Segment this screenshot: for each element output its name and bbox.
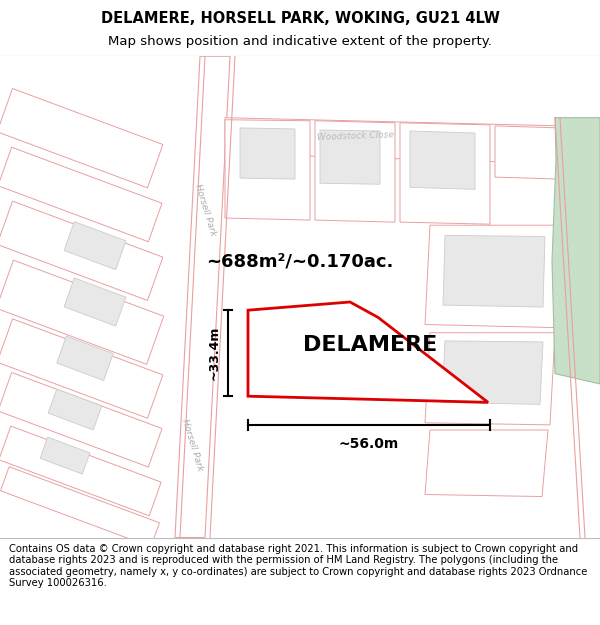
Polygon shape xyxy=(0,319,163,418)
Polygon shape xyxy=(0,372,162,467)
Polygon shape xyxy=(442,341,543,404)
Polygon shape xyxy=(443,236,545,307)
Text: Horsell Park: Horsell Park xyxy=(193,182,217,237)
Polygon shape xyxy=(0,260,164,364)
Polygon shape xyxy=(225,120,310,220)
Polygon shape xyxy=(410,131,475,189)
Polygon shape xyxy=(240,128,295,179)
Polygon shape xyxy=(40,437,90,474)
Polygon shape xyxy=(57,336,113,381)
Polygon shape xyxy=(320,130,380,184)
Text: Woodstock Close: Woodstock Close xyxy=(316,130,394,142)
Polygon shape xyxy=(495,126,560,179)
Text: Horsell Park: Horsell Park xyxy=(180,418,204,472)
Polygon shape xyxy=(1,467,160,547)
Text: ~56.0m: ~56.0m xyxy=(339,437,399,451)
Polygon shape xyxy=(400,122,490,224)
Polygon shape xyxy=(0,426,161,516)
Polygon shape xyxy=(315,121,395,222)
Polygon shape xyxy=(425,225,560,328)
Text: ~33.4m: ~33.4m xyxy=(208,326,221,381)
Text: DELAMERE, HORSELL PARK, WOKING, GU21 4LW: DELAMERE, HORSELL PARK, WOKING, GU21 4LW xyxy=(101,11,499,26)
Polygon shape xyxy=(248,302,488,402)
Polygon shape xyxy=(225,118,565,164)
Polygon shape xyxy=(425,332,555,425)
Polygon shape xyxy=(0,201,163,301)
Text: Contains OS data © Crown copyright and database right 2021. This information is : Contains OS data © Crown copyright and d… xyxy=(9,544,587,588)
Polygon shape xyxy=(175,56,230,538)
Polygon shape xyxy=(48,389,102,430)
Polygon shape xyxy=(552,118,600,384)
Polygon shape xyxy=(64,278,126,326)
Text: DELAMERE: DELAMERE xyxy=(303,335,437,355)
Polygon shape xyxy=(425,430,548,496)
Text: ~688m²/~0.170ac.: ~688m²/~0.170ac. xyxy=(206,252,394,270)
Polygon shape xyxy=(0,89,163,188)
Text: Map shows position and indicative extent of the property.: Map shows position and indicative extent… xyxy=(108,35,492,48)
Polygon shape xyxy=(64,222,126,270)
Polygon shape xyxy=(0,148,162,242)
